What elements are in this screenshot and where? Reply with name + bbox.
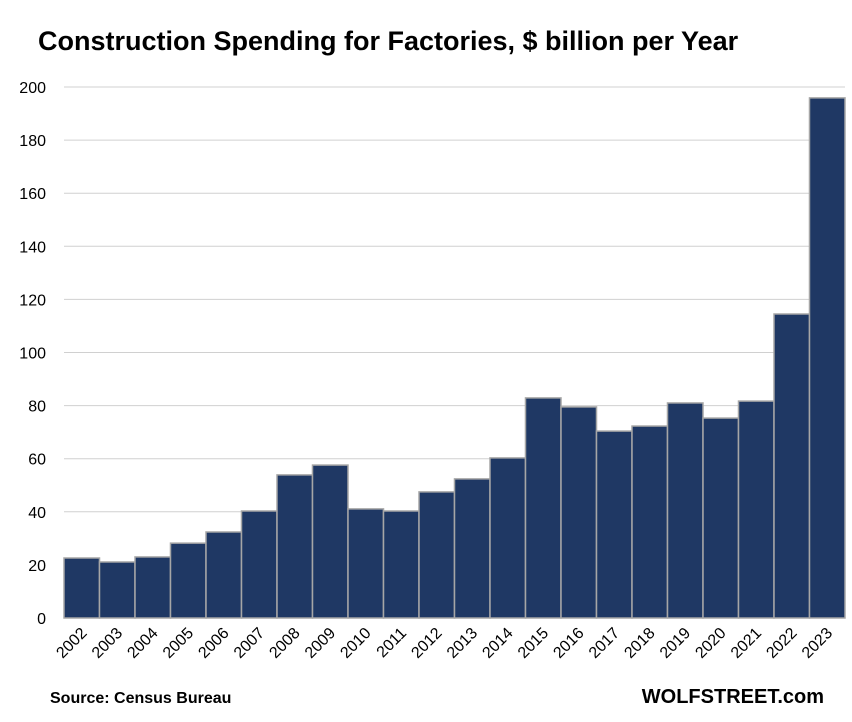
x-tick-label: 2004 [124, 625, 161, 662]
y-tick-label: 40 [28, 505, 46, 522]
bar-2017 [595, 430, 633, 619]
x-tick-label: 2005 [160, 625, 197, 662]
y-tick-label: 140 [19, 239, 46, 256]
x-tick-label: 2016 [550, 625, 587, 662]
y-tick-label: 0 [37, 611, 46, 628]
y-tick-label: 160 [19, 186, 46, 203]
bar-2009 [311, 464, 349, 619]
bar-2007 [240, 510, 278, 619]
x-tick-label: 2008 [266, 625, 303, 662]
x-tick-label: 2015 [515, 625, 552, 662]
y-tick-label: 20 [28, 558, 46, 575]
bar-2022 [773, 313, 811, 619]
source-note: Source: Census Bureau [50, 690, 232, 707]
brand-logo: WOLFSTREET.com [641, 686, 824, 708]
x-tick-label: 2011 [374, 625, 410, 661]
bar-2012 [418, 491, 456, 619]
x-tick-label: 2009 [302, 625, 339, 662]
bar-2014 [489, 457, 527, 619]
y-tick-label: 60 [28, 452, 46, 469]
bar-2019 [666, 402, 704, 619]
bar-2021 [737, 400, 775, 619]
x-tick-label: 2013 [444, 625, 481, 662]
bar-2010 [347, 508, 385, 619]
y-tick-label: 80 [28, 399, 46, 416]
x-tick-label: 2017 [586, 625, 623, 662]
y-tick-label: 100 [19, 346, 46, 363]
x-tick-label: 2007 [231, 625, 268, 662]
bar-2013 [453, 478, 491, 619]
bar-2006 [205, 531, 243, 619]
x-tick-label: 2006 [195, 625, 232, 662]
x-tick-label: 2022 [763, 625, 800, 662]
bar-2004 [134, 556, 172, 619]
y-tick-label: 120 [19, 292, 46, 309]
x-tick-label: 2021 [728, 625, 765, 662]
x-tick-label: 2023 [799, 625, 836, 662]
x-tick-label: 2010 [337, 625, 374, 662]
bar-2003 [98, 561, 136, 619]
x-tick-label: 2019 [657, 625, 694, 662]
bar-2015 [524, 397, 562, 619]
y-tick-label: 180 [19, 133, 46, 150]
x-tick-label: 2018 [621, 625, 658, 662]
bar-2002 [63, 557, 101, 619]
chart-title: Construction Spending for Factories, $ b… [38, 26, 739, 56]
bar-2011 [382, 510, 420, 619]
bar-2016 [560, 406, 598, 619]
y-tick-label: 200 [19, 80, 46, 97]
bar-2008 [276, 474, 314, 619]
bar-2020 [702, 417, 740, 619]
x-tick-label: 2003 [89, 625, 126, 662]
x-tick-label: 2012 [408, 625, 445, 662]
bar-2005 [169, 542, 207, 619]
x-tick-label: 2002 [53, 625, 90, 662]
bar-2023 [808, 97, 846, 619]
x-tick-label: 2020 [692, 625, 729, 662]
x-tick-label: 2014 [479, 625, 516, 662]
bar-2018 [631, 425, 669, 619]
